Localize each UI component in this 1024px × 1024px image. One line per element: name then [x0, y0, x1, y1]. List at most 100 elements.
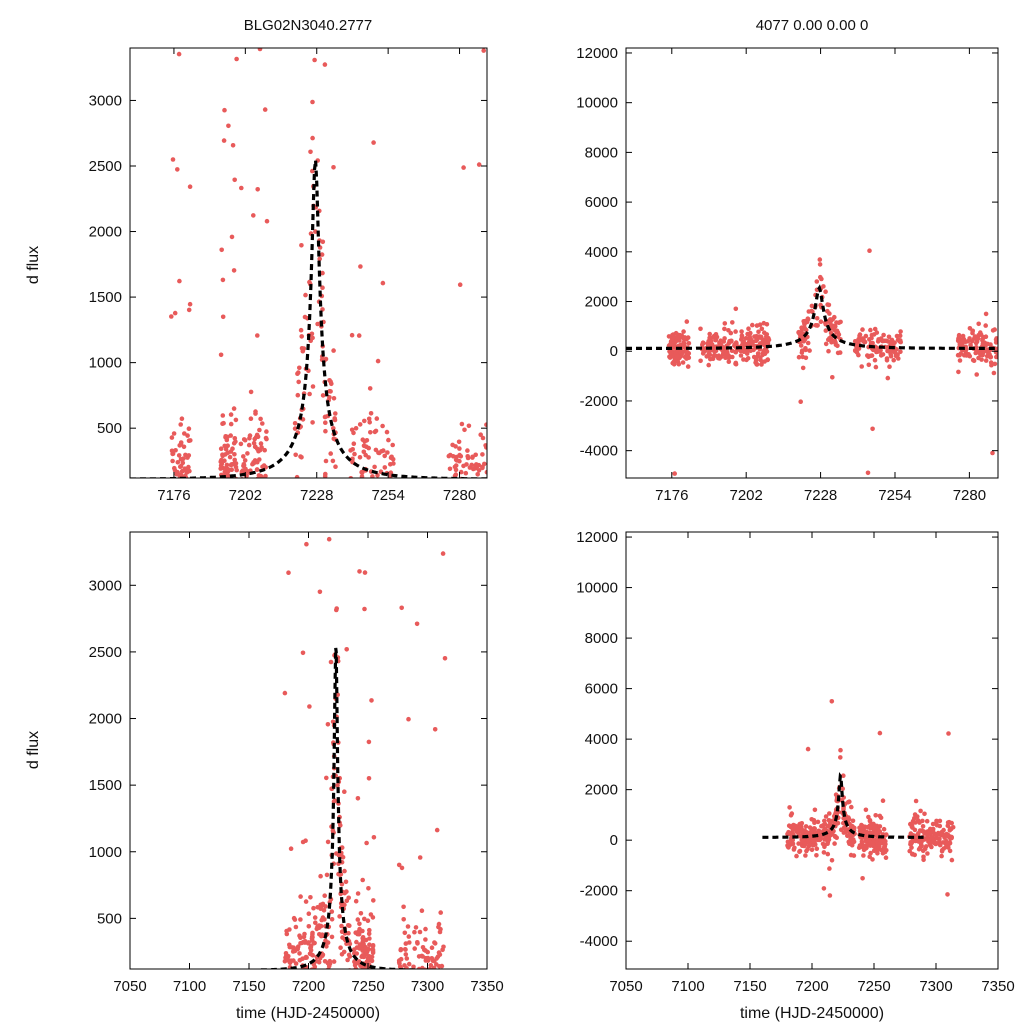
data-point	[406, 961, 412, 967]
data-point	[339, 952, 345, 957]
data-point	[464, 462, 469, 467]
data-point	[382, 453, 388, 459]
data-point	[874, 846, 879, 851]
data-point	[310, 973, 315, 978]
data-point	[476, 162, 482, 167]
data-point	[707, 331, 712, 337]
data-point	[312, 57, 317, 63]
data-point	[402, 994, 407, 999]
data-point	[371, 971, 376, 976]
data-point	[306, 973, 311, 978]
x-tick-label: 7200	[795, 978, 828, 995]
data-point	[345, 957, 350, 963]
data-point	[815, 819, 821, 825]
data-point	[403, 941, 409, 946]
data-point	[398, 999, 403, 1004]
data-point	[404, 965, 409, 969]
data-point	[320, 953, 325, 958]
data-point	[757, 322, 763, 328]
data-point	[796, 354, 802, 360]
x-tick-label: 7176	[157, 487, 190, 504]
data-point	[220, 314, 226, 320]
data-point	[331, 959, 337, 964]
data-point	[174, 520, 179, 525]
data-point	[677, 332, 683, 338]
data-point	[324, 775, 329, 781]
data-point	[964, 353, 969, 358]
data-point	[369, 504, 374, 509]
data-point	[180, 527, 185, 532]
data-point	[671, 335, 676, 340]
data-point	[328, 379, 333, 384]
data-point	[821, 284, 826, 289]
data-point	[416, 966, 422, 969]
data-point	[423, 948, 428, 953]
data-point	[755, 351, 761, 356]
data-point	[399, 988, 404, 993]
data-point	[758, 357, 763, 363]
data-point	[465, 528, 470, 533]
y-tick-label: 2000	[585, 782, 618, 799]
data-point	[328, 659, 334, 665]
data-point	[404, 956, 410, 961]
data-point	[759, 362, 764, 367]
data-point	[246, 442, 252, 448]
data-point	[859, 337, 865, 343]
data-point	[476, 468, 482, 473]
data-point	[838, 755, 843, 760]
data-point	[994, 354, 998, 360]
data-point	[450, 454, 456, 459]
data-point	[368, 430, 373, 435]
y-tick-label: 2000	[585, 294, 618, 311]
data-point	[325, 839, 331, 845]
data-point	[188, 478, 193, 483]
data-point	[435, 1011, 440, 1016]
data-point	[414, 621, 420, 627]
data-point	[832, 833, 838, 839]
data-point	[337, 914, 342, 919]
data-point	[308, 947, 314, 953]
data-point	[251, 440, 257, 446]
data-point	[229, 504, 234, 509]
data-point	[234, 467, 239, 473]
data-point	[917, 828, 923, 833]
data-point	[362, 606, 367, 612]
data-point	[170, 481, 175, 486]
data-point	[976, 321, 981, 327]
data-point	[362, 570, 368, 575]
data-point	[436, 924, 441, 930]
x-tick-label: 7254	[878, 487, 911, 504]
data-point	[226, 512, 231, 517]
data-point	[449, 481, 454, 486]
data-point	[223, 507, 228, 512]
data-point	[296, 379, 302, 385]
data-point	[481, 48, 487, 53]
data-point	[891, 357, 896, 363]
data-point	[254, 432, 260, 438]
data-point	[332, 417, 338, 423]
data-point	[425, 955, 431, 961]
data-point	[792, 823, 798, 829]
data-point	[303, 292, 308, 298]
data-point	[287, 942, 292, 948]
data-point	[436, 950, 442, 955]
data-point	[403, 988, 408, 993]
data-point	[700, 340, 706, 346]
data-point	[377, 481, 382, 486]
data-point	[478, 432, 484, 438]
data-point	[169, 314, 174, 319]
scatter-points	[282, 536, 448, 1016]
x-tick-label: 7100	[173, 978, 206, 995]
scatter-points	[785, 699, 956, 898]
data-point	[231, 440, 237, 446]
data-point	[484, 469, 487, 475]
data-point	[354, 939, 359, 945]
panel-top-right: 7176 7202 7228 7254 7280 -4000 -2000 0 2000 4000 6…	[576, 45, 999, 504]
data-point	[400, 994, 405, 999]
data-point	[285, 981, 290, 986]
data-point	[222, 509, 227, 514]
data-point	[845, 833, 850, 839]
data-point	[380, 423, 385, 429]
data-point	[303, 955, 308, 960]
data-point	[447, 478, 452, 483]
